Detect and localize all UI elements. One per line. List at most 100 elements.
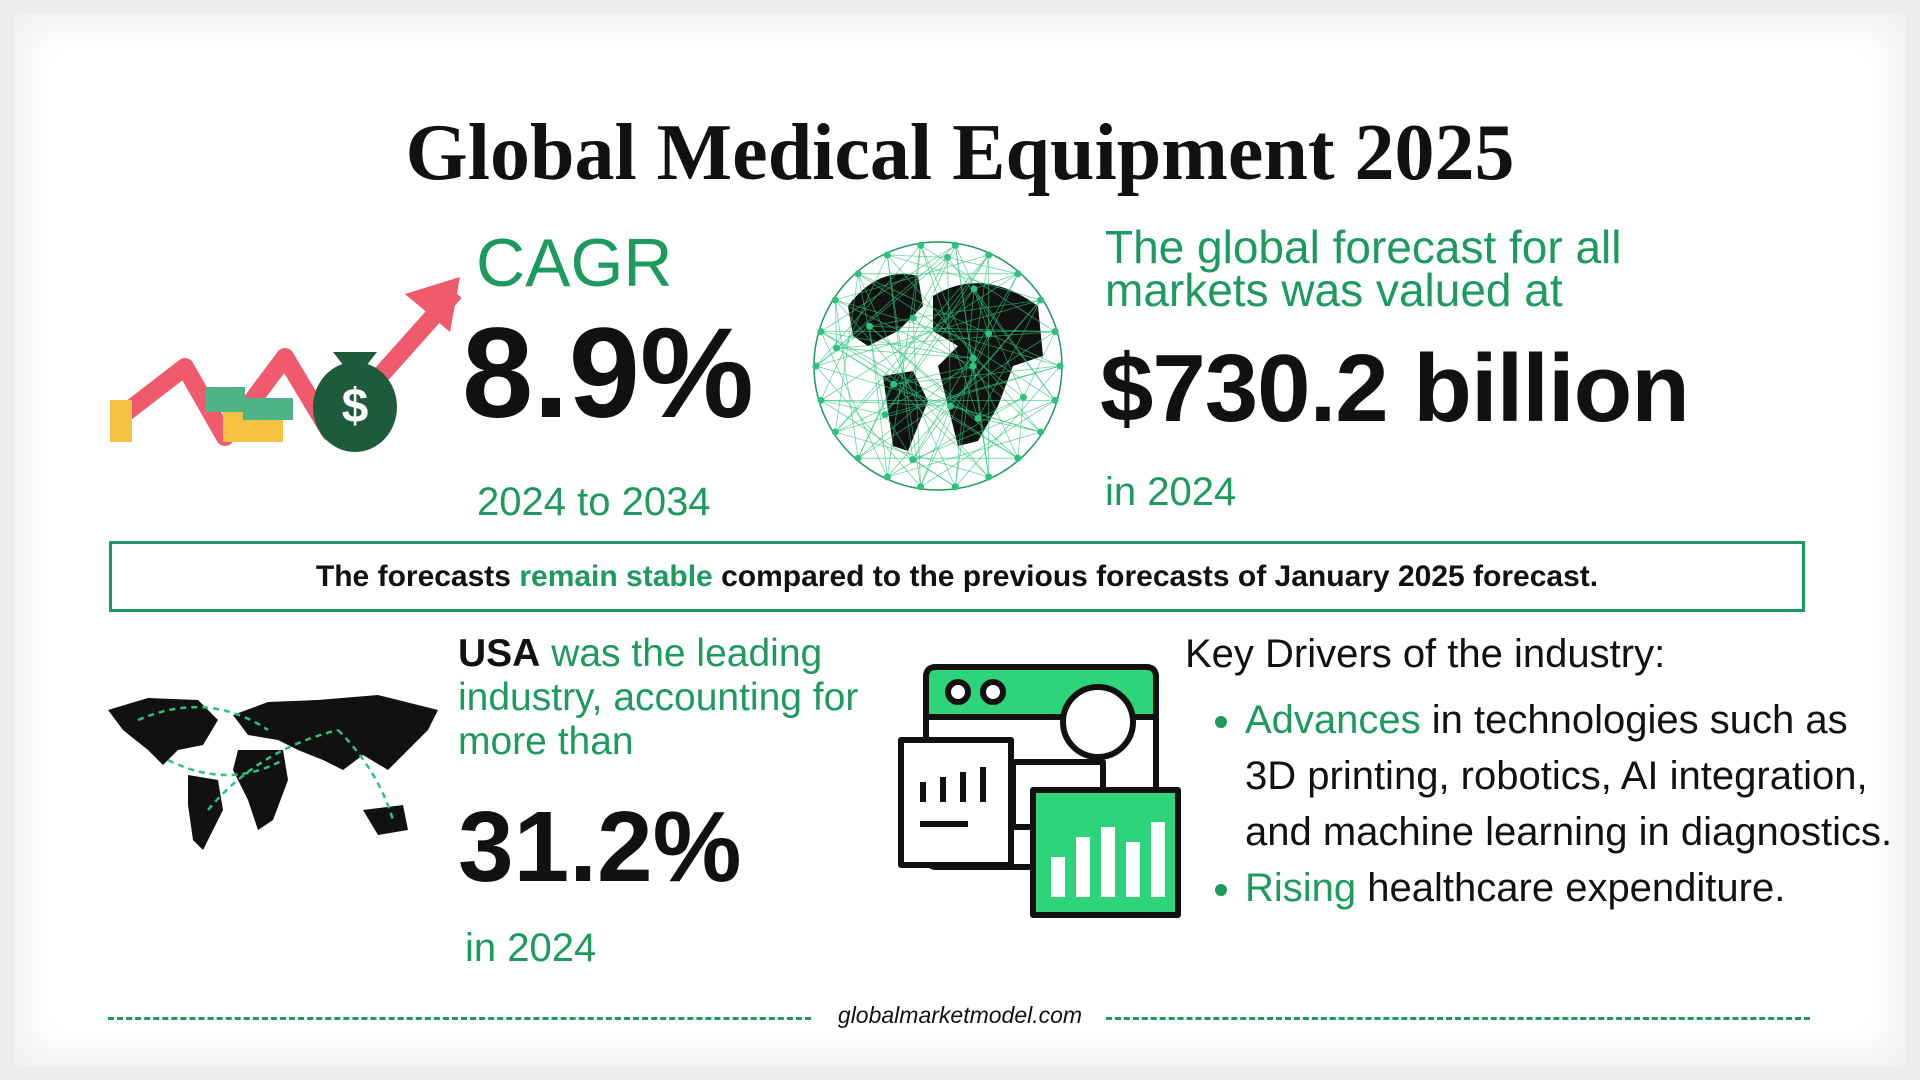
network-line (912, 245, 922, 319)
network-line (836, 331, 1056, 349)
network-node (909, 456, 917, 464)
network-line (887, 396, 1024, 478)
network-node (951, 483, 959, 491)
network-line (820, 244, 956, 332)
cagr-period: 2024 to 2034 (477, 480, 711, 524)
network-line (887, 431, 1041, 478)
coins (110, 400, 132, 442)
network-line (869, 326, 1019, 459)
network-line (920, 244, 1056, 332)
network-line (820, 331, 1019, 459)
network-line (834, 300, 837, 349)
network-line (954, 245, 1024, 398)
network-line (820, 399, 951, 407)
network-line (972, 357, 1024, 398)
network-line (835, 365, 1061, 433)
footer-divider (108, 1017, 811, 1020)
drivers-heading: Key Drivers of the industry: (1185, 632, 1666, 676)
banner-text: compared to the previous forecasts of Ja… (721, 559, 1599, 593)
usa-text: USA was the leading industry, accounting… (458, 632, 898, 764)
network-line (836, 347, 974, 359)
network-node (969, 362, 977, 370)
network-line (834, 299, 859, 459)
network-line (950, 299, 1041, 407)
forecast-year: in 2024 (1105, 470, 1237, 514)
network-line (913, 299, 1041, 319)
driver-text: healthcare expenditure. (1367, 866, 1786, 910)
money-bag (313, 362, 397, 452)
network-line (836, 244, 956, 349)
network-line (820, 254, 888, 401)
network-line (857, 273, 956, 487)
network-node (1056, 362, 1064, 370)
network-node (1014, 454, 1022, 462)
network-node (969, 354, 977, 362)
network-line (884, 288, 975, 415)
network-line (835, 299, 974, 367)
dollar-sign: $ (342, 380, 369, 433)
bars (920, 767, 986, 827)
network-line (820, 273, 1019, 401)
usa-country: USA (458, 632, 541, 675)
network-node (831, 428, 839, 436)
network-line (973, 273, 1019, 290)
network-line (1017, 397, 1024, 459)
banner-text: The forecasts (315, 559, 511, 593)
network-line (815, 299, 1041, 367)
network-line (912, 273, 1019, 460)
money-bag-top (333, 352, 377, 370)
network-node (944, 253, 952, 261)
network-line (869, 325, 1056, 333)
network-node (1037, 428, 1045, 436)
routes (137, 705, 395, 821)
network-line (835, 299, 989, 478)
network-node (883, 473, 891, 481)
network-node (1051, 396, 1059, 404)
network-line (887, 254, 948, 258)
network-node (1014, 270, 1022, 278)
network-line (954, 288, 975, 487)
network-line (857, 357, 974, 459)
footer-divider (1106, 1017, 1810, 1020)
driver-item: Rising healthcare expenditure. (1245, 860, 1905, 916)
network-line (869, 326, 888, 478)
world-map (108, 695, 438, 850)
network-line (884, 365, 1061, 416)
network-line (815, 244, 921, 367)
network-node (1051, 328, 1059, 336)
network-line (886, 254, 914, 460)
network-line (820, 399, 885, 416)
network-line (815, 365, 921, 488)
network-line (912, 257, 948, 319)
usa-year: in 2024 (465, 926, 597, 970)
network-node (854, 454, 862, 462)
network-node (817, 328, 825, 336)
network-line (857, 273, 1056, 401)
pie (1060, 684, 1136, 760)
forecast-intro: The global forecast for all markets was … (1105, 221, 1622, 316)
network-line (887, 254, 1041, 301)
network-line (947, 257, 1056, 401)
network-node (812, 362, 820, 370)
card (14, 14, 1906, 1066)
network-node (866, 322, 874, 330)
network-line (947, 257, 951, 407)
network-line (988, 333, 1061, 367)
network-node (817, 396, 825, 404)
network-line (836, 347, 1019, 459)
network-line (893, 365, 974, 385)
network-line (834, 273, 859, 433)
cash (205, 387, 245, 412)
globe-icon (812, 241, 1064, 491)
arrow-head (405, 277, 460, 332)
network-node (974, 414, 982, 422)
network-line (920, 405, 951, 487)
network-line (869, 326, 979, 419)
network-node (951, 241, 959, 249)
dot (980, 679, 1006, 705)
driver-text: in technologies such as 3D printing, rob… (1245, 698, 1893, 854)
title: Global Medical Equipment 2025 (405, 109, 1515, 197)
network-node (833, 344, 841, 352)
